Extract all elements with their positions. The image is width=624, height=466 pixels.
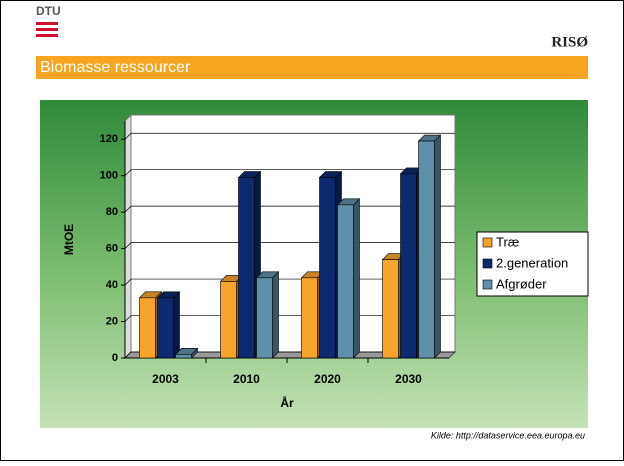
- bar-front: [175, 354, 192, 359]
- x-tick-label: 2010: [233, 372, 260, 386]
- logo-riso: RISØ: [551, 34, 588, 50]
- legend-swatch: [482, 279, 493, 290]
- bar-front: [157, 297, 174, 359]
- grid-line: [124, 132, 455, 140]
- y-tick-label: 20: [106, 315, 118, 327]
- legend-label: 2.generation: [496, 255, 568, 270]
- slide-title: Biomasse ressourcer: [40, 59, 191, 76]
- x-axis-label: År: [280, 395, 294, 410]
- legend-swatch: [482, 258, 493, 269]
- bar-front: [238, 177, 255, 359]
- bar: [336, 198, 361, 359]
- x-tick-label: 2020: [314, 372, 341, 386]
- y-tick-label: 80: [106, 206, 118, 218]
- bar-front: [139, 297, 156, 359]
- bar-front: [319, 177, 336, 359]
- legend-label: Træ: [496, 234, 519, 249]
- bar-front: [301, 277, 318, 359]
- y-tick-label: 100: [100, 170, 118, 182]
- bar-front: [220, 281, 237, 359]
- y-tick-label: 40: [106, 279, 118, 291]
- bar-front: [400, 173, 417, 359]
- bar-front: [382, 259, 399, 359]
- bar: [174, 347, 199, 359]
- title-bar: [36, 56, 588, 79]
- chart: 0 20 40 60 80 100 120 2003 2010 2020 2030 MtOE År Træ…: [62, 113, 589, 410]
- grid-line: [124, 169, 455, 176]
- y-tick-label: 120: [100, 133, 118, 145]
- bar-front: [256, 277, 273, 359]
- bar-side: [272, 271, 279, 359]
- bar-front: [337, 204, 354, 359]
- y-tick-label: 0: [112, 352, 118, 364]
- bar: [255, 271, 280, 359]
- bar: [156, 291, 181, 359]
- y-axis-label: MtOE: [62, 224, 76, 255]
- logo-stripes: [36, 22, 58, 37]
- legend-swatch: [482, 237, 493, 248]
- source-note: Kilde: http://dataservice.eea.europa.eu: [431, 430, 585, 440]
- legend-label: Afgrøder: [496, 276, 547, 291]
- bar-side: [353, 198, 360, 359]
- bar: [417, 134, 442, 359]
- bar: [237, 170, 262, 359]
- bar-front: [418, 140, 435, 359]
- legend: [476, 231, 589, 297]
- x-tick-label: 2003: [152, 372, 179, 386]
- side-wall: [124, 113, 132, 360]
- bar-side: [434, 134, 441, 359]
- y-tick-label: 60: [106, 243, 118, 255]
- x-tick-label: 2030: [395, 372, 422, 386]
- logo-dtu: DTU: [36, 4, 61, 18]
- bar-side: [173, 291, 180, 359]
